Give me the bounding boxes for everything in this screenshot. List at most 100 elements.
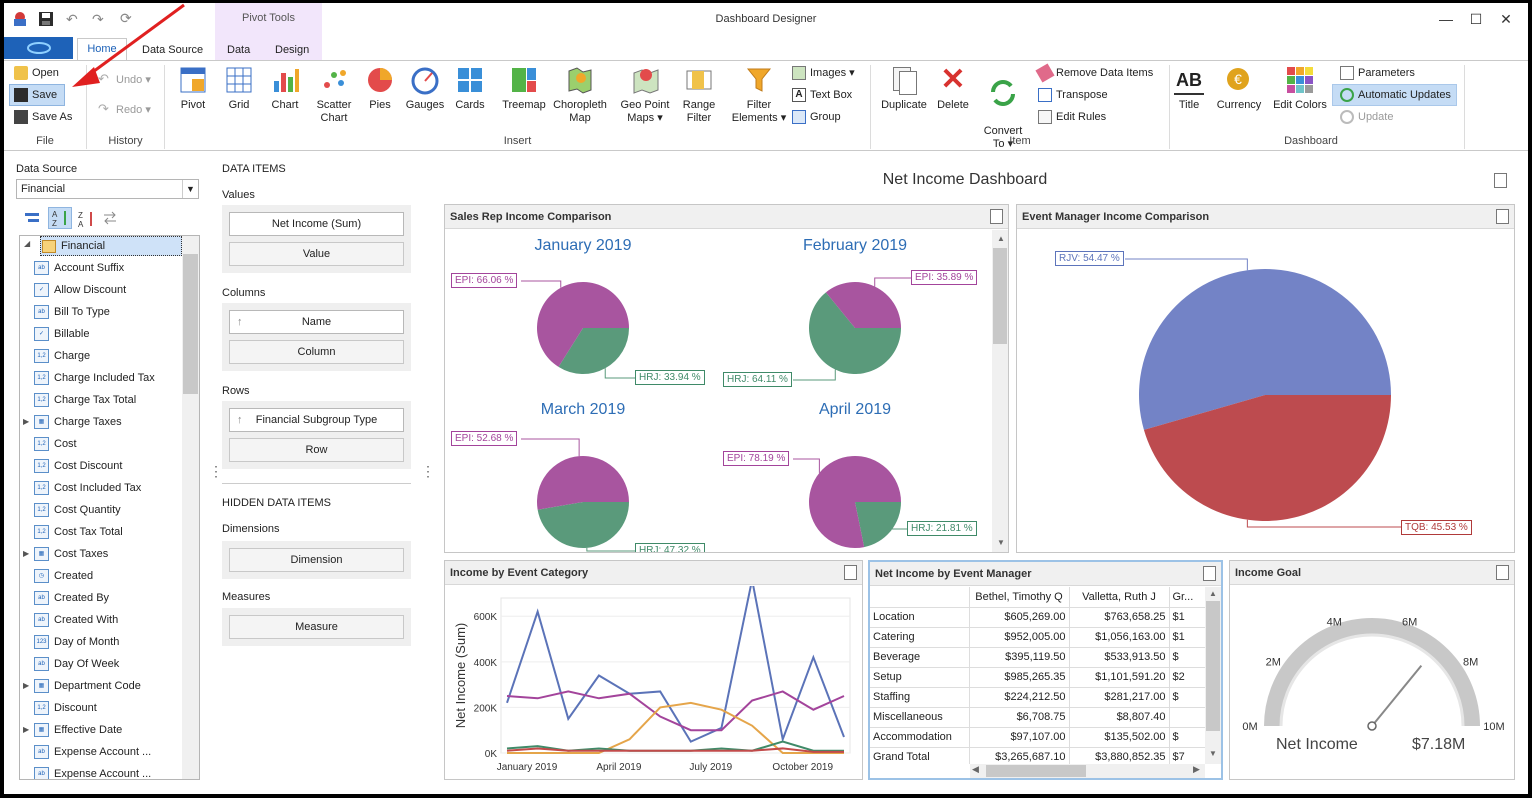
splitter-handle[interactable]: ⋮	[209, 463, 223, 479]
insert-choropleth-map-button[interactable]: Choropleth Map	[550, 65, 610, 125]
grid-row[interactable]: Beverage $395,119.50 $533,913.50 $	[870, 647, 1205, 668]
grid-row[interactable]: Grand Total $3,265,687.10 $3,880,852.35 $7	[870, 747, 1205, 764]
export-icon[interactable]	[1494, 173, 1507, 188]
tree-root-financial[interactable]: Financial	[40, 236, 182, 256]
tree-node[interactable]: 1,2 Cost Quantity	[34, 500, 121, 520]
scroll-down-icon[interactable]: ▼	[997, 538, 1005, 547]
tree-scrollbar[interactable]	[182, 236, 199, 779]
expand-arrow-icon[interactable]: ▶	[23, 549, 30, 558]
redo-icon[interactable]: ↷	[92, 11, 104, 27]
tab-data-source[interactable]: Data Source	[142, 44, 204, 56]
grid-row[interactable]: Staffing $224,212.50 $281,217.00 $	[870, 687, 1205, 708]
tree-node[interactable]: 1,2 Charge	[34, 346, 90, 366]
tab-design[interactable]: Design	[275, 44, 310, 56]
splitter-handle[interactable]: ⋮	[421, 463, 435, 479]
tree-node[interactable]: 1,2 Charge Tax Total	[34, 390, 136, 410]
swap-icon[interactable]	[102, 211, 118, 225]
tree-node[interactable]: ▶ ▦ Charge Taxes	[23, 412, 122, 432]
tree-node[interactable]: 1,2 Charge Included Tax	[34, 368, 155, 388]
save-button-content[interactable]: Save	[12, 86, 57, 104]
grid-hscrollbar[interactable]: ◀ ▶	[970, 764, 1205, 778]
delete-button[interactable]: ✕ Delete	[932, 65, 974, 112]
scroll-up-icon[interactable]: ▲	[997, 234, 1005, 243]
scroll-thumb[interactable]	[993, 248, 1007, 344]
pie-slice-hrj[interactable]	[809, 292, 901, 374]
pie-slice-epi[interactable]	[537, 282, 629, 367]
income-category-panel[interactable]: Income by Event Category 0K 200K 400K 600K J…	[444, 560, 863, 780]
tree-node[interactable]: ✓ Allow Discount	[34, 280, 126, 300]
file-menu-tab[interactable]	[4, 37, 73, 59]
undo-icon[interactable]: ↶	[66, 11, 78, 27]
data-source-select[interactable]: Financial ▼	[16, 179, 199, 199]
grid-row[interactable]: Setup $985,265.35 $1,101,591.20 $2	[870, 667, 1205, 688]
income-goal-panel[interactable]: Income Goal 0M 2M 4M 6M 8M 10M Net Income $7.…	[1229, 560, 1515, 780]
value-placeholder[interactable]: Value	[229, 242, 404, 266]
grid-row[interactable]: Miscellaneous $6,708.75 $8,807.40	[870, 707, 1205, 728]
tree-node[interactable]: 1,2 Cost Tax Total	[34, 522, 123, 542]
grid-vscrollbar[interactable]: ▲ ▼	[1205, 587, 1221, 764]
sales-rep-panel[interactable]: Sales Rep Income Comparison January 2019…	[444, 204, 1009, 553]
tree-node[interactable]: ab Bill To Type	[34, 302, 110, 322]
column-placeholder[interactable]: Column	[229, 340, 404, 364]
tree-node[interactable]: ▶ ▦ Department Code	[23, 676, 141, 696]
currency-button[interactable]: € Currency	[1212, 65, 1266, 112]
export-icon[interactable]	[990, 209, 1003, 224]
net-income-grid-panel[interactable]: Net Income by Event Manager Bethel, Timo…	[868, 560, 1223, 780]
insert-filter-elements-button[interactable]: Filter Elements ▾	[730, 65, 788, 125]
undo-button[interactable]: ↶ Undo ▾	[98, 71, 151, 86]
pie-slice-epi[interactable]	[809, 456, 901, 548]
export-icon[interactable]	[1496, 209, 1509, 224]
tree-node[interactable]: 1,2 Cost Discount	[34, 456, 122, 476]
refresh-icon[interactable]: ⟳	[120, 10, 132, 26]
row-placeholder[interactable]: Row	[229, 438, 404, 462]
insert-pivot-button[interactable]: Pivot	[172, 65, 214, 112]
edit-colors-button[interactable]: Edit Colors	[1270, 65, 1330, 112]
parameters-button[interactable]: Parameters	[1338, 64, 1415, 82]
group-button[interactable]: Group	[790, 108, 841, 126]
convert-to-button[interactable]: Convert To ▾	[978, 65, 1028, 151]
remove-data-items-button[interactable]: Remove Data Items	[1035, 63, 1153, 83]
sort-descending-icon[interactable]: ZA	[76, 209, 96, 229]
grid-row[interactable]: Accommodation $97,107.00 $135,502.00 $	[870, 727, 1205, 748]
insert-scatter-chart-button[interactable]: Scatter Chart	[308, 65, 360, 125]
save-as-button[interactable]: Save As	[12, 108, 72, 126]
automatic-updates-content[interactable]: Automatic Updates	[1338, 86, 1451, 104]
grid-row[interactable]: Catering $952,005.00 $1,056,163.00 $1	[870, 627, 1205, 648]
tree-node[interactable]: ab Expense Account ...	[34, 742, 151, 762]
redo-button[interactable]: ↷ Redo ▾	[98, 101, 151, 116]
pie-slice-tqb[interactable]	[1143, 395, 1391, 521]
income-line-chart[interactable]: 0K 200K 400K 600K January 2019 April 2019 July…	[445, 586, 862, 779]
chevron-down-icon[interactable]: ▼	[182, 180, 198, 198]
series-line-2[interactable]	[507, 701, 844, 754]
tree-node[interactable]: 1,2 Discount	[34, 698, 97, 718]
event-manager-panel[interactable]: Event Manager Income Comparison RJV: 54.…	[1016, 204, 1515, 553]
pie-slice-hrj[interactable]	[558, 328, 629, 374]
columns-field-name[interactable]: ↑ Name	[229, 310, 404, 334]
expand-arrow-icon[interactable]: ▶	[23, 417, 30, 426]
images-button[interactable]: Images ▾	[790, 64, 855, 82]
export-icon[interactable]	[844, 565, 857, 580]
close-button[interactable]: ✕	[1500, 11, 1512, 27]
scroll-up-icon[interactable]: ▲	[1209, 589, 1217, 598]
rows-field-financial-subgroup-type[interactable]: ↑ Financial Subgroup Type	[229, 408, 404, 432]
income-gauge[interactable]: 0M 2M 4M 6M 8M 10M	[1230, 586, 1514, 779]
tree-node[interactable]: 1,2 Cost	[34, 434, 77, 454]
scroll-down-icon[interactable]: ▼	[1209, 749, 1217, 758]
edit-rules-button[interactable]: Edit Rules	[1036, 108, 1106, 126]
pie-slice-epi[interactable]	[825, 281, 901, 328]
insert-gauges-button[interactable]: Gauges	[402, 65, 448, 112]
tree-node[interactable]: ab Created With	[34, 610, 118, 630]
grid-column-header[interactable]: Valletta, Ruth J	[1069, 587, 1170, 608]
export-icon[interactable]	[1203, 566, 1216, 581]
insert-range-filter-button[interactable]: Range Filter	[676, 65, 722, 125]
pie-slice-epi[interactable]	[537, 455, 629, 510]
insert-chart-button[interactable]: Chart	[264, 65, 306, 112]
scroll-right-icon[interactable]: ▶	[1193, 764, 1200, 774]
text-box-button[interactable]: A Text Box	[790, 86, 852, 104]
grid-column-header[interactable]: Bethel, Timothy Q	[969, 587, 1070, 608]
tree-node[interactable]: ▶ ▦ Cost Taxes	[23, 544, 108, 564]
insert-cards-button[interactable]: Cards	[450, 65, 490, 112]
tree-node[interactable]: 1,2 Cost Included Tax	[34, 478, 141, 498]
measure-placeholder[interactable]: Measure	[229, 615, 404, 639]
